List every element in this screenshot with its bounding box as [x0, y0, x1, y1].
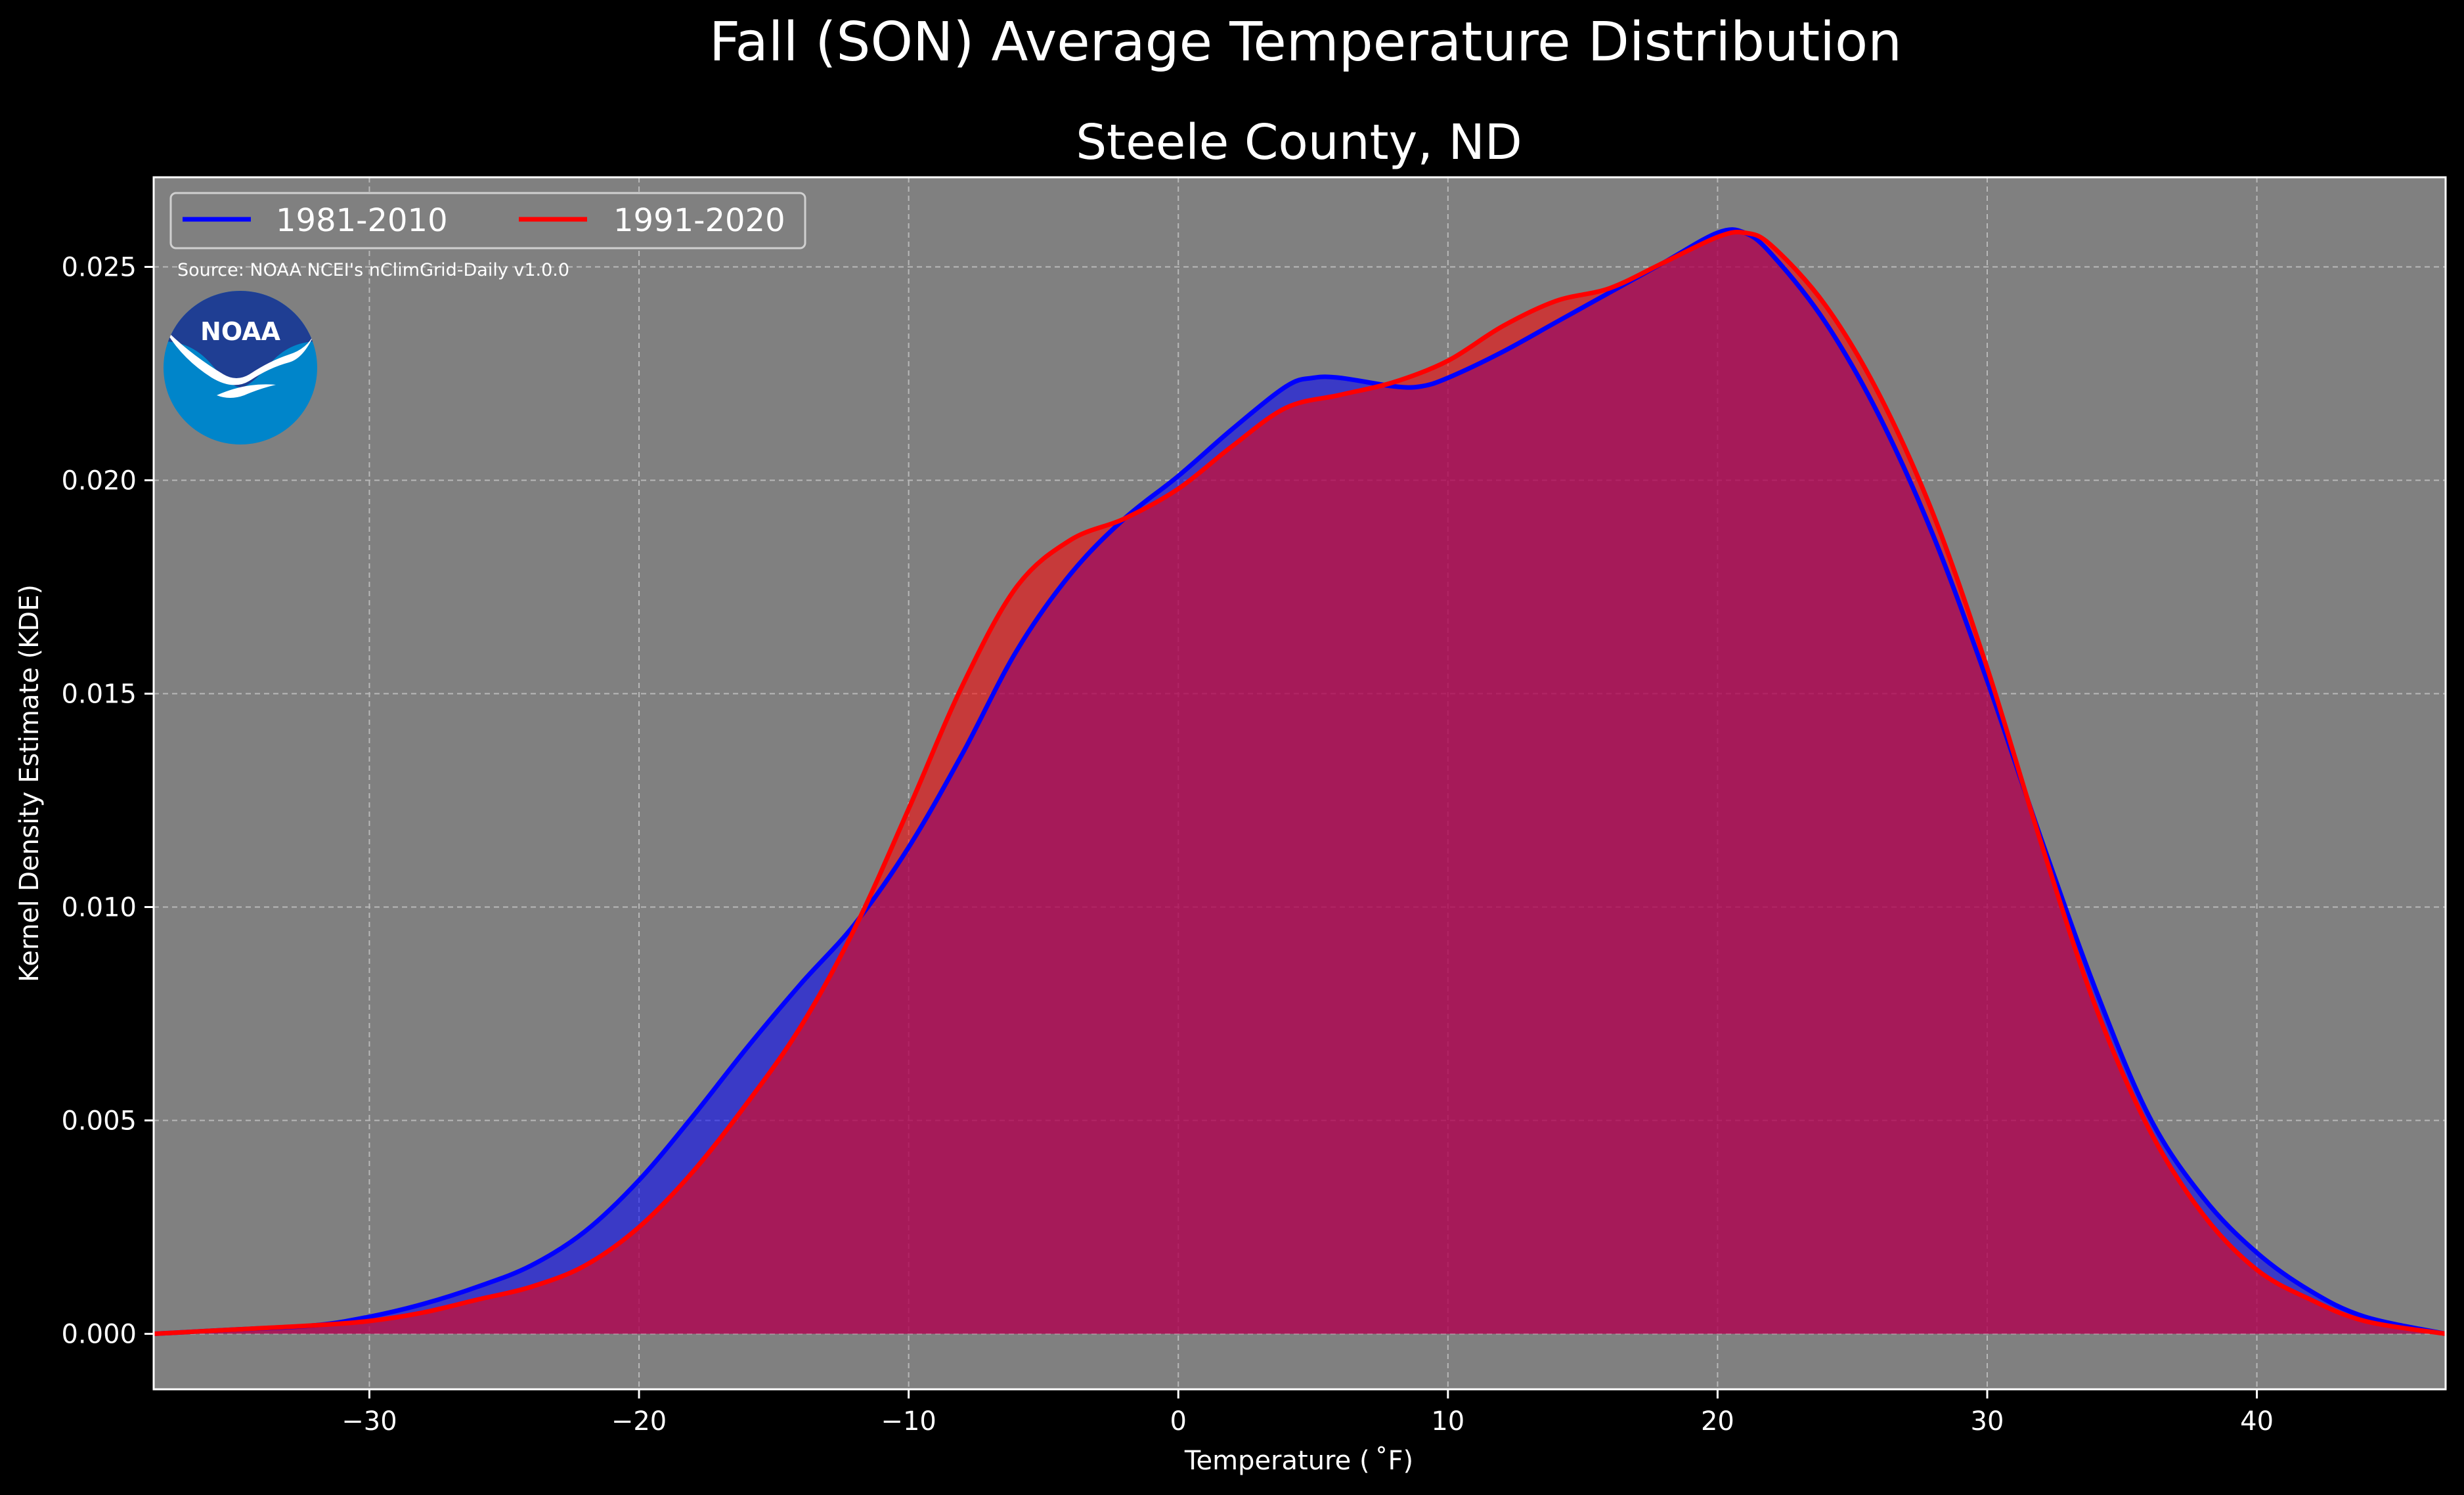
y-axis: 0.000 0.005 0.010 0.015 0.020 0.025: [61, 253, 154, 1350]
noaa-logo-text: NOAA: [200, 317, 280, 346]
y-tick-label: 0.020: [61, 466, 137, 496]
x-tick-label: 40: [2240, 1406, 2274, 1437]
series-area-1991-2020: [154, 232, 2446, 1334]
x-axis: −30 −20 −10 0 10 20 30 40: [341, 1389, 2274, 1437]
source-note: Source: NOAA NCEI's nClimGrid-Daily v1.0…: [177, 260, 569, 280]
chart-title: Steele County, ND: [1076, 114, 1522, 171]
legend-label-1981-2010: 1981-2010: [276, 202, 448, 239]
noaa-logo: NOAA: [164, 291, 317, 444]
legend-label-1991-2020: 1991-2020: [613, 202, 785, 239]
y-tick-label: 0.000: [61, 1320, 137, 1350]
x-tick-label: 0: [1170, 1406, 1187, 1437]
plot-frame: [152, 176, 2447, 1391]
y-tick-label: 0.005: [61, 1106, 137, 1137]
x-tick-label: 20: [1701, 1406, 1734, 1437]
series-line-1991-2020: [154, 230, 2446, 1336]
x-tick-label: 10: [1431, 1406, 1464, 1437]
series-line-1981-2010: [154, 227, 2446, 1336]
series-layer: [154, 227, 2446, 1336]
chart-suptitle: Fall (SON) Average Temperature Distribut…: [709, 11, 1902, 74]
legend-box: [169, 192, 806, 249]
legend: 1981-2010 1991-2020: [169, 192, 806, 249]
x-tick-label: −20: [611, 1406, 667, 1437]
y-tick-label: 0.010: [61, 893, 137, 923]
y-tick-label: 0.025: [61, 253, 137, 283]
x-tick-label: −30: [341, 1406, 397, 1437]
y-axis-label: Kernel Density Estimate (KDE): [14, 584, 45, 982]
x-tick-label: 30: [1971, 1406, 2004, 1437]
y-tick-label: 0.015: [61, 680, 137, 710]
x-tick-label: −10: [881, 1406, 936, 1437]
x-axis-label: Temperature ( ˚F): [1184, 1446, 1413, 1476]
